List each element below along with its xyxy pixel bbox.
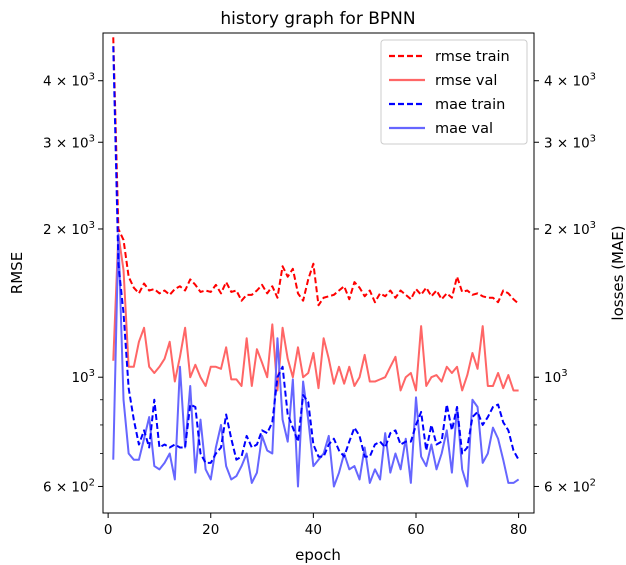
y-tick-label-left: 2 × 103 xyxy=(43,220,95,238)
y-tick-label-left: 6 × 102 xyxy=(43,477,95,495)
y-tick-label-right: 6 × 102 xyxy=(544,477,596,495)
y-tick-label-left: 3 × 103 xyxy=(43,133,95,151)
axis-ticks: 0 20 40 60 80 6 × 102 103 2 × 103 3 × 103 4 × 103… xyxy=(43,72,596,538)
y-tick-label-right: 103 xyxy=(544,368,568,386)
series-line-mae-train xyxy=(112,46,520,464)
x-tick-label: 80 xyxy=(510,522,527,538)
plot-frame xyxy=(102,32,535,514)
series-line-rmse-val xyxy=(112,233,519,392)
legend: rmse train rmse val mae train mae val xyxy=(380,39,528,145)
y-axis-label-right: losses (MAE) xyxy=(609,225,626,320)
y-tick-label-left: 103 xyxy=(71,368,95,386)
series-line-mae-val xyxy=(112,233,520,488)
legend-box xyxy=(380,39,528,145)
chart-title: history graph for BPNN xyxy=(220,9,415,29)
legend-label-mae-train: mae train xyxy=(435,97,505,113)
legend-label-rmse-train: rmse train xyxy=(435,49,510,65)
series-layer xyxy=(112,37,520,488)
x-tick-label: 60 xyxy=(407,522,424,538)
x-tick-label: 0 xyxy=(104,522,113,538)
x-tick-label: 40 xyxy=(305,522,322,538)
x-tick-label: 20 xyxy=(202,522,219,538)
y-tick-label-right: 4 × 103 xyxy=(544,72,596,90)
y-tick-label-right: 2 × 103 xyxy=(544,220,596,238)
y-tick-label-right: 3 × 103 xyxy=(544,133,596,151)
y-axis-label-left: RMSE xyxy=(8,252,26,294)
x-axis-label: epoch xyxy=(295,546,341,564)
legend-label-mae-val: mae val xyxy=(435,121,493,137)
legend-label-rmse-val: rmse val xyxy=(435,73,497,89)
y-tick-label-left: 4 × 103 xyxy=(43,72,95,90)
series-line-rmse-train xyxy=(112,37,520,307)
